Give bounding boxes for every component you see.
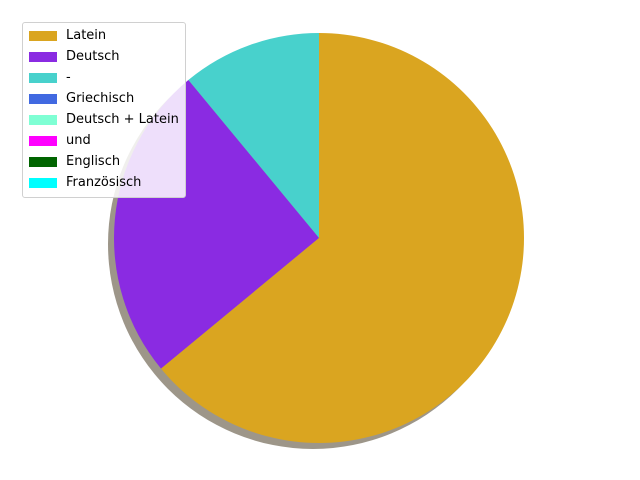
legend-swatch (29, 135, 57, 146)
legend-label: Deutsch (66, 49, 120, 64)
legend-swatch (29, 51, 57, 62)
pie-slice-dash (188, 32, 319, 238)
legend-label: und (66, 133, 91, 148)
legend-swatch (29, 156, 57, 167)
legend: Latein Deutsch - Griechisch Deutsch + Latein… (22, 22, 186, 198)
legend-swatch (29, 93, 57, 104)
legend-label: - (66, 70, 71, 85)
legend-entry-französisch: Französisch (29, 172, 179, 193)
legend-entry-deutsch: Deutsch (29, 46, 179, 67)
legend-entry-dash: - (29, 67, 179, 88)
legend-swatch (29, 30, 57, 41)
pie-slice-latein (161, 33, 524, 444)
legend-label: Englisch (66, 154, 121, 169)
legend-swatch (29, 177, 57, 188)
legend-entry-deutsch-latein: Deutsch + Latein (29, 109, 179, 130)
legend-label: Französisch (66, 175, 142, 190)
legend-entry-englisch: Englisch (29, 151, 179, 172)
legend-entry-griechisch: Griechisch (29, 88, 179, 109)
legend-label: Deutsch + Latein (66, 112, 179, 127)
legend-label: Latein (66, 28, 107, 43)
legend-entry-und: und (29, 130, 179, 151)
legend-label: Griechisch (66, 91, 135, 106)
legend-swatch (29, 72, 57, 83)
legend-entry-latein: Latein (29, 25, 179, 46)
legend-swatch (29, 114, 57, 125)
